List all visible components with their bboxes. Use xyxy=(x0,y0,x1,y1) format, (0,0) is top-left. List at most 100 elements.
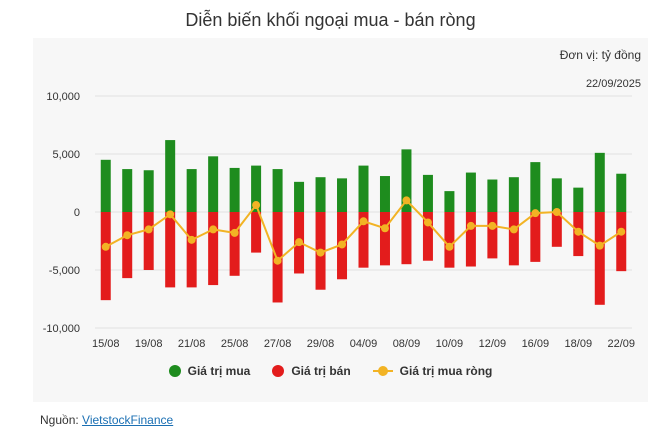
x-tick-label: 10/09 xyxy=(436,338,464,350)
bar-sell xyxy=(143,212,154,270)
net-point xyxy=(166,210,175,219)
net-point xyxy=(144,225,153,234)
bar-sell xyxy=(444,212,455,268)
bar-buy xyxy=(379,176,390,212)
legend-item-net[interactable]: Giá trị mua ròng xyxy=(372,364,493,378)
date-label: 22/09/2025 xyxy=(585,78,641,90)
net-point xyxy=(402,196,411,205)
bar-sell xyxy=(465,212,476,267)
source-prefix: Nguồn: xyxy=(40,413,83,427)
bar-buy xyxy=(465,172,476,212)
bar-sell xyxy=(594,212,605,305)
bar-buy xyxy=(122,169,133,212)
x-tick-label: 08/09 xyxy=(393,338,421,350)
net-point xyxy=(123,231,132,240)
y-axis: 10,000 5,000 0 -5,000 -10,000 xyxy=(43,91,80,335)
net-point xyxy=(187,235,196,244)
legend-item-sell[interactable]: Giá trị bán xyxy=(272,364,351,378)
bar-buy xyxy=(358,165,369,212)
net-point xyxy=(101,242,110,251)
net-point xyxy=(595,241,604,250)
bar-buy xyxy=(573,187,584,212)
net-point xyxy=(316,248,325,257)
bar-sell xyxy=(358,212,369,268)
x-tick-label: 25/08 xyxy=(221,338,249,350)
bar-buy xyxy=(294,181,305,212)
x-tick-label: 22/09 xyxy=(607,338,635,350)
bar-buy xyxy=(401,149,412,212)
legend-net-marker xyxy=(372,365,393,377)
y-tick-label: -5,000 xyxy=(49,265,80,277)
bar-sell xyxy=(122,212,133,279)
net-point xyxy=(552,208,561,216)
legend-sell-marker xyxy=(272,365,285,377)
bar-buy xyxy=(530,162,541,212)
net-point xyxy=(209,225,218,234)
bar-buy xyxy=(143,170,154,212)
x-tick-label: 21/08 xyxy=(178,338,206,350)
net-point xyxy=(338,240,347,249)
net-point xyxy=(252,201,261,210)
net-point xyxy=(509,225,518,234)
bar-buy xyxy=(487,179,498,212)
bar-buy xyxy=(337,178,348,212)
bar-sell xyxy=(379,212,390,266)
bar-buy xyxy=(165,140,176,212)
legend: Giá trị mua Giá trị bán Giá trị mua ròng xyxy=(0,364,661,378)
chart-title: Diễn biến khối ngoại mua - bán ròng xyxy=(185,10,476,30)
net-point xyxy=(466,221,475,230)
net-point xyxy=(423,218,432,227)
net-point xyxy=(617,227,626,236)
source-note: Nguồn: VietstockFinance xyxy=(40,413,173,427)
net-line-series xyxy=(101,196,626,265)
net-point xyxy=(488,221,497,230)
legend-net-label: Giá trị mua ròng xyxy=(399,364,493,378)
bar-sell xyxy=(487,212,498,259)
bar-sell xyxy=(422,212,433,261)
bar-sell xyxy=(229,212,240,276)
y-tick-label: 5,000 xyxy=(52,149,80,161)
bar-buy xyxy=(444,191,455,212)
bar-buy xyxy=(551,178,562,212)
y-tick-label: 10,000 xyxy=(46,91,80,103)
x-tick-label: 04/09 xyxy=(350,338,378,350)
legend-buy-label: Giá trị mua xyxy=(187,364,251,378)
net-point xyxy=(273,256,282,265)
legend-buy-marker xyxy=(168,365,181,377)
bar-buy xyxy=(422,174,433,212)
bar-buy xyxy=(251,165,262,212)
bar-buy xyxy=(229,167,240,212)
x-axis: 15/08 19/08 21/08 25/08 27/08 29/08 04/09 08/09… xyxy=(92,338,635,350)
net-point xyxy=(445,242,454,251)
net-point xyxy=(574,227,583,236)
bar-buy xyxy=(272,169,283,212)
y-tick-label: -10,000 xyxy=(43,323,80,335)
source-link[interactable]: VietstockFinance xyxy=(82,413,174,427)
bar-sell xyxy=(508,212,519,266)
legend-item-buy[interactable]: Giá trị mua xyxy=(168,364,251,378)
bar-sell xyxy=(401,212,412,265)
bar-sell xyxy=(208,212,219,286)
x-tick-label: 12/09 xyxy=(479,338,507,350)
bar-sell xyxy=(100,212,111,301)
y-tick-label: 0 xyxy=(74,207,80,219)
bar-sell xyxy=(165,212,176,288)
net-point xyxy=(531,209,540,218)
grid-lines xyxy=(95,95,632,329)
bar-sell xyxy=(251,212,262,253)
unit-label: Đơn vị: tỷ đồng xyxy=(559,48,641,62)
bar-buy xyxy=(186,169,197,212)
bar-buy xyxy=(100,159,111,212)
bar-buy xyxy=(508,177,519,212)
net-point xyxy=(295,238,304,247)
net-point xyxy=(230,228,239,237)
x-tick-label: 27/08 xyxy=(264,338,292,350)
bar-sell xyxy=(186,212,197,288)
bar-buy xyxy=(315,177,326,212)
x-tick-label: 15/08 xyxy=(92,338,120,350)
x-tick-label: 18/09 xyxy=(565,338,593,350)
legend-sell-label: Giá trị bán xyxy=(291,364,351,378)
net-point xyxy=(359,217,368,226)
x-tick-label: 29/08 xyxy=(307,338,335,350)
